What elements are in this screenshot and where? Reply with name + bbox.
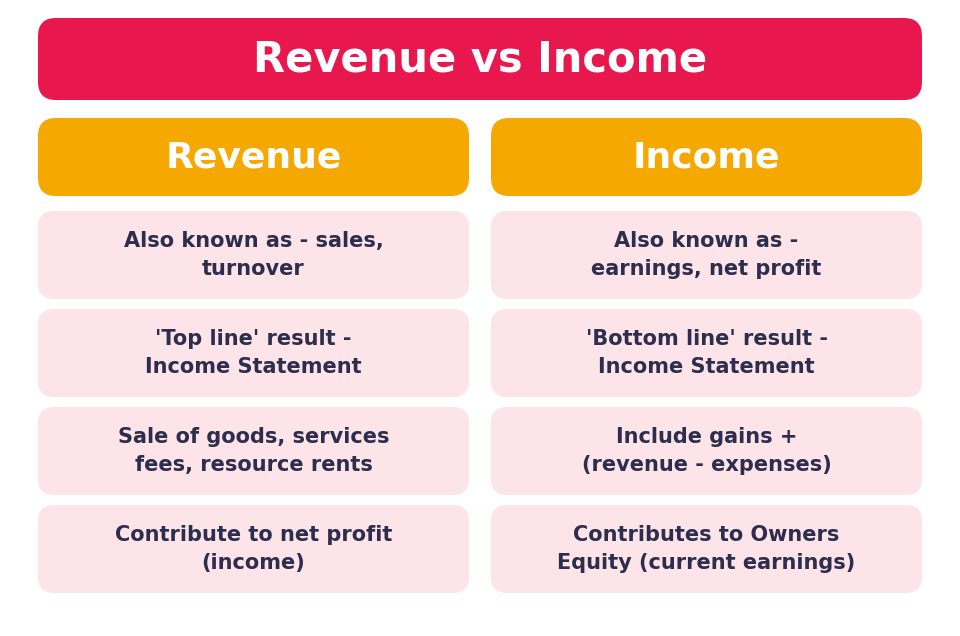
FancyBboxPatch shape (38, 407, 469, 495)
Text: Also known as - sales,
turnover: Also known as - sales, turnover (124, 231, 383, 279)
FancyBboxPatch shape (491, 118, 922, 196)
FancyBboxPatch shape (38, 505, 469, 593)
FancyBboxPatch shape (38, 211, 469, 299)
Text: Revenue: Revenue (165, 140, 342, 174)
FancyBboxPatch shape (38, 118, 469, 196)
Text: Revenue vs Income: Revenue vs Income (252, 38, 708, 80)
FancyBboxPatch shape (38, 309, 469, 397)
Text: Contributes to Owners
Equity (current earnings): Contributes to Owners Equity (current ea… (558, 525, 855, 573)
Text: 'Top line' result -
Income Statement: 'Top line' result - Income Statement (145, 329, 362, 377)
Text: Include gains +
(revenue - expenses): Include gains + (revenue - expenses) (582, 427, 831, 475)
Text: Contribute to net profit
(income): Contribute to net profit (income) (115, 525, 393, 573)
FancyBboxPatch shape (491, 211, 922, 299)
Text: Sale of goods, services
fees, resource rents: Sale of goods, services fees, resource r… (118, 427, 389, 475)
FancyBboxPatch shape (38, 18, 922, 100)
Text: Income: Income (633, 140, 780, 174)
FancyBboxPatch shape (491, 407, 922, 495)
FancyBboxPatch shape (491, 309, 922, 397)
Text: Also known as -
earnings, net profit: Also known as - earnings, net profit (591, 231, 822, 279)
FancyBboxPatch shape (491, 505, 922, 593)
Text: 'Bottom line' result -
Income Statement: 'Bottom line' result - Income Statement (586, 329, 828, 377)
